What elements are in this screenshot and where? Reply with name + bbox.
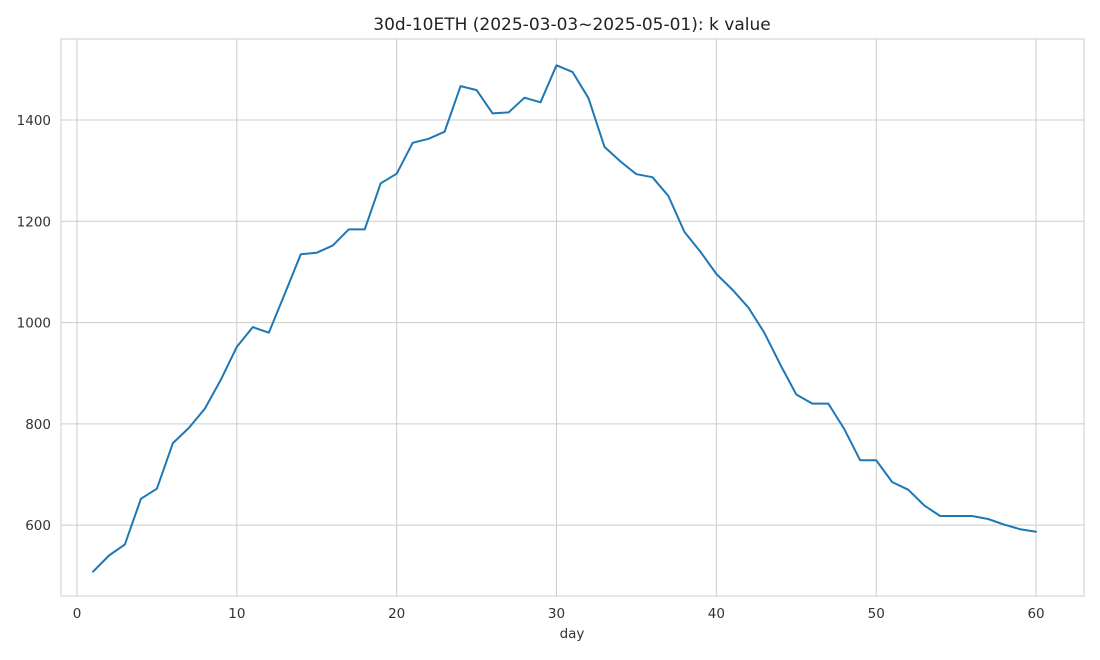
y-tick-label: 1000 bbox=[17, 316, 51, 332]
x-gridlines bbox=[76, 39, 1037, 596]
y-tick-label: 1400 bbox=[17, 113, 51, 129]
y-tick-label: 1200 bbox=[17, 214, 51, 230]
x-tick-label: 30 bbox=[548, 606, 565, 622]
y-tick-label: 800 bbox=[25, 417, 51, 433]
x-tick-label: 20 bbox=[388, 606, 405, 622]
x-tick-labels: 0 10 20 30 40 50 60 bbox=[73, 606, 1045, 622]
y-tick-label: 600 bbox=[25, 518, 51, 534]
plot-frame bbox=[60, 38, 1085, 597]
y-tick-labels: 600 800 1000 1200 1400 bbox=[17, 113, 51, 534]
x-tick-label: 50 bbox=[868, 606, 885, 622]
k-value-line bbox=[92, 64, 1037, 573]
x-tick-label: 10 bbox=[228, 606, 245, 622]
y-gridlines bbox=[61, 119, 1084, 526]
chart-title: 30d-10ETH (2025-03-03~2025-05-01): k val… bbox=[373, 15, 770, 35]
x-axis-label: day bbox=[560, 626, 585, 642]
x-tick-label: 60 bbox=[1027, 606, 1044, 622]
x-tick-label: 40 bbox=[708, 606, 725, 622]
x-tick-label: 0 bbox=[73, 606, 82, 622]
